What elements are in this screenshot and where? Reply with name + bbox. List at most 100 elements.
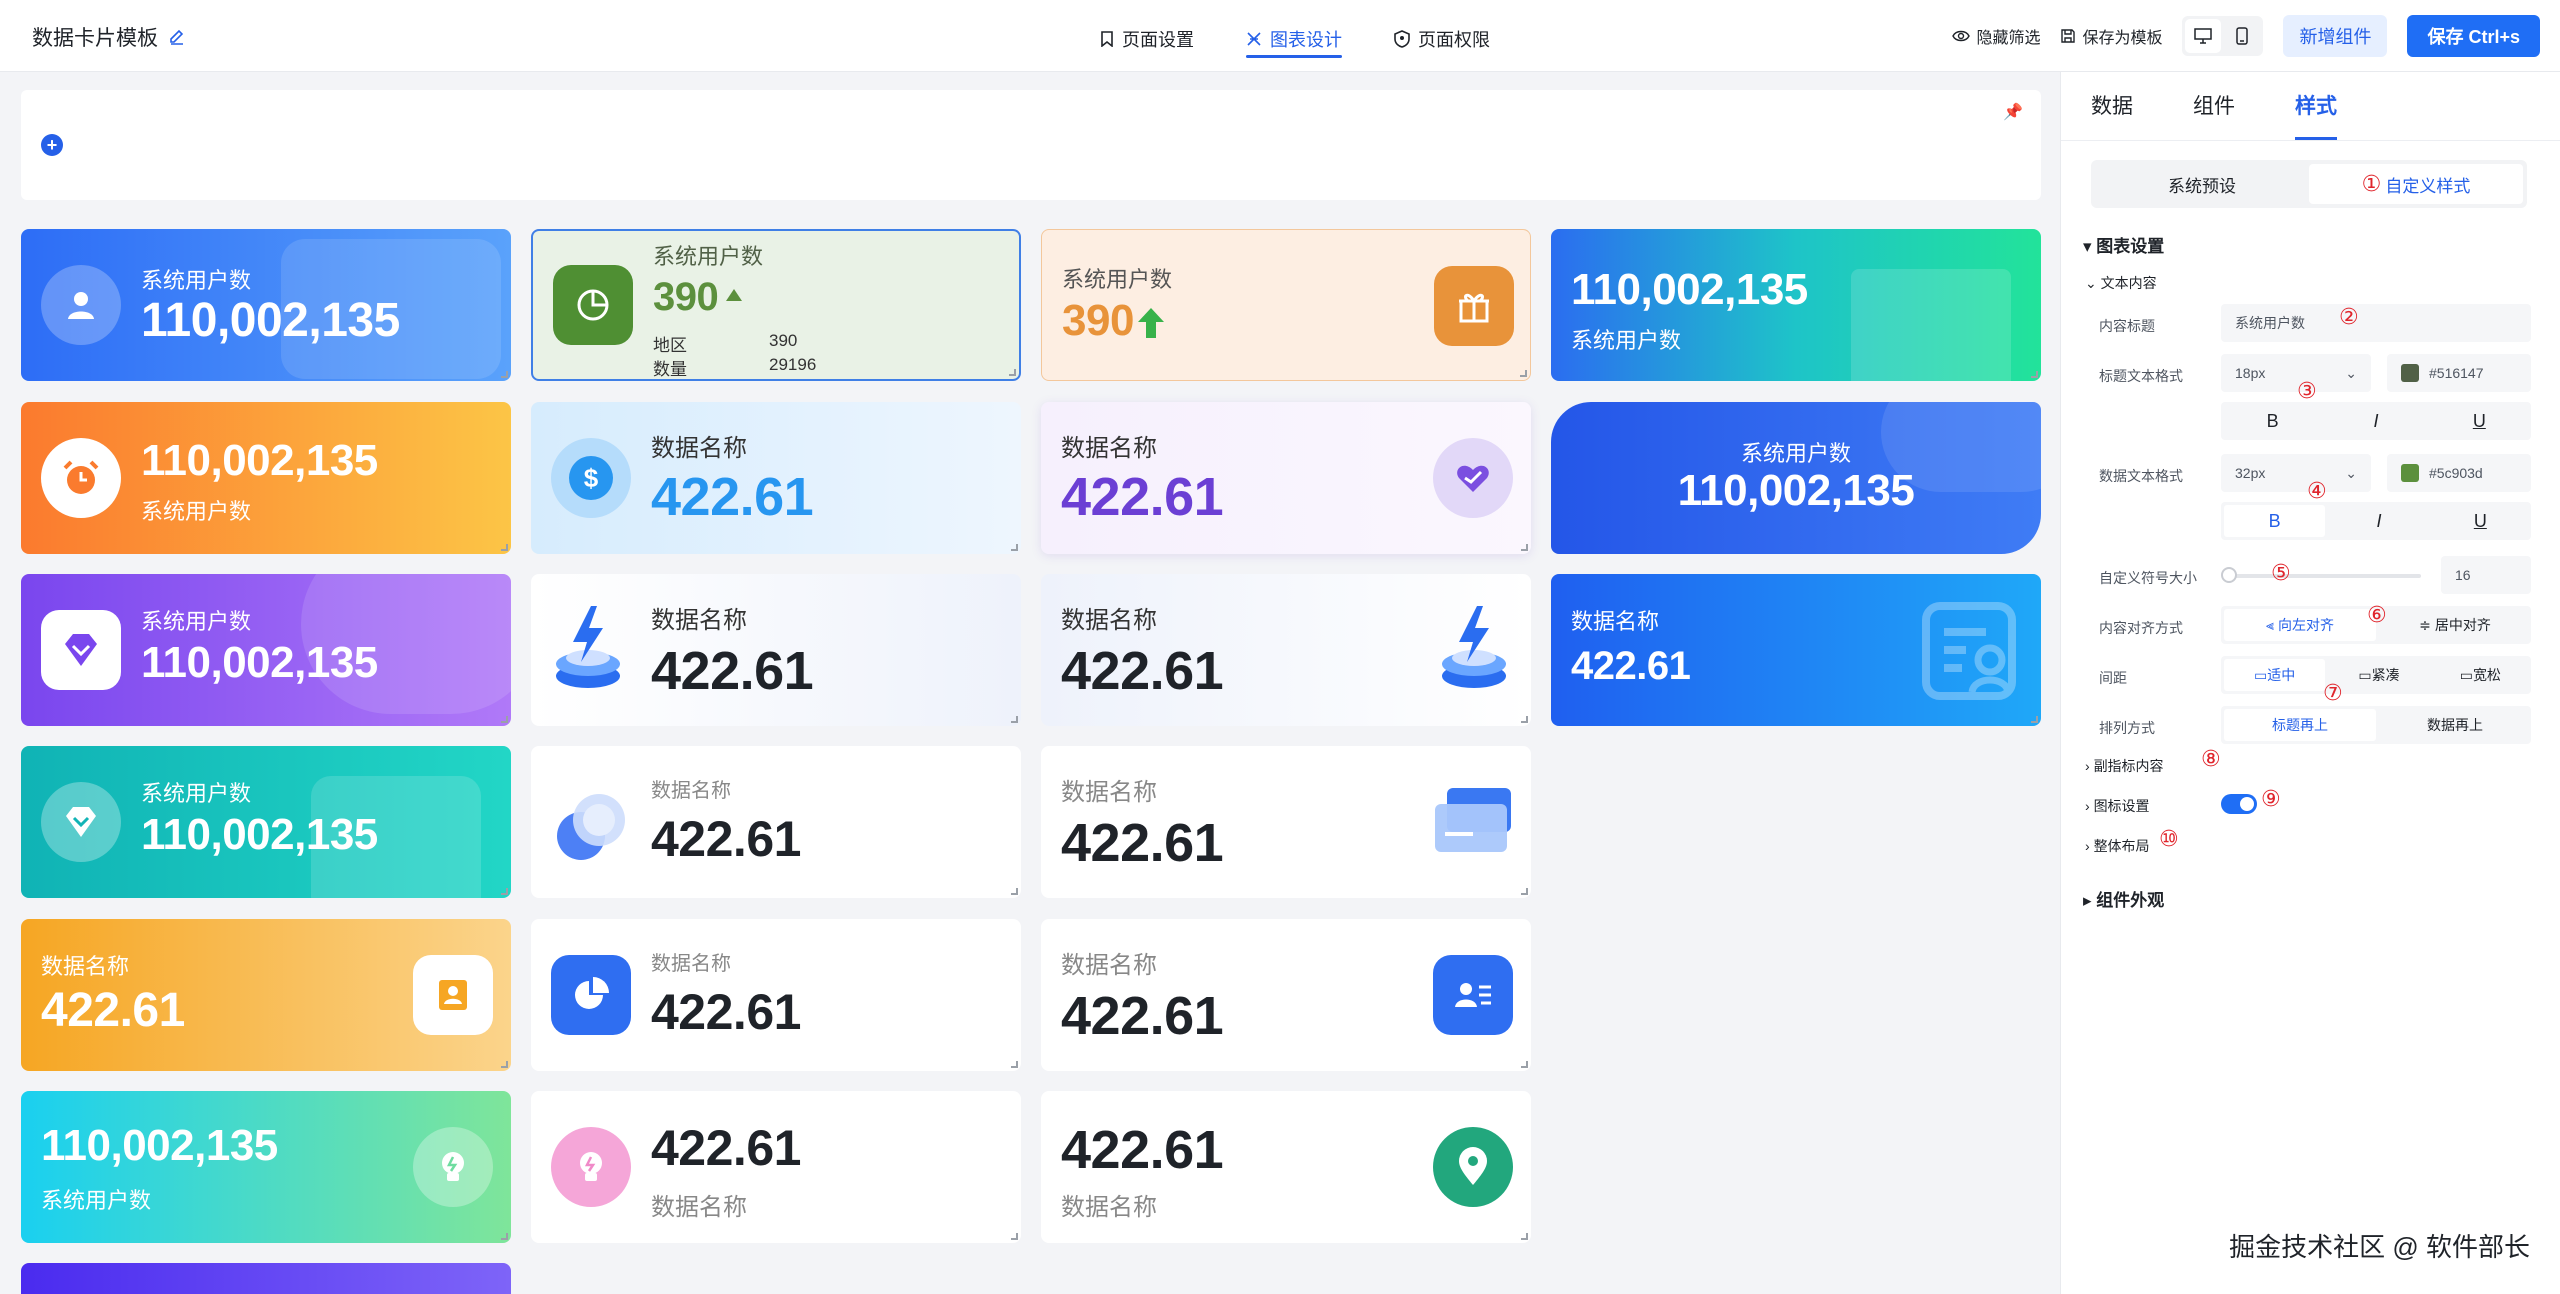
tab-style[interactable]: 样式	[2295, 90, 2337, 140]
bold-button[interactable]: B	[2224, 505, 2326, 537]
stat-card[interactable]: 422.61 数据名称	[531, 1091, 1021, 1243]
tab-page-settings[interactable]: 页面设置	[1100, 22, 1194, 56]
alarm-clock-icon	[41, 438, 121, 518]
tab-component[interactable]: 组件	[2193, 95, 2235, 118]
spacing-compact-option[interactable]: ▭ 紧凑	[2358, 666, 2400, 684]
data-size-select[interactable]: 32px ⌄	[2221, 454, 2371, 492]
resize-handle[interactable]	[1009, 369, 1016, 376]
save-button[interactable]: 保存 Ctrl+s	[2407, 15, 2540, 57]
resize-handle[interactable]	[501, 1233, 508, 1240]
stat-card[interactable]: 系统用户数 390 地区 390 数量 29196	[531, 229, 1021, 381]
add-filter-icon[interactable]: +	[41, 134, 63, 156]
stat-card[interactable]: 数据名称 422.61	[531, 919, 1021, 1071]
icon-settings-header[interactable]: › 图标设置	[2085, 798, 2150, 814]
component-appearance-header[interactable]: ▸ 组件外观	[2083, 891, 2165, 910]
card-value: 110,002,135	[141, 436, 378, 485]
stat-card[interactable]: 数据名称 422.61	[531, 746, 1021, 898]
content-title-input[interactable]: 系统用户数	[2221, 304, 2531, 342]
resize-handle[interactable]	[1521, 1061, 1528, 1068]
chart-settings-header[interactable]: ▾ 图表设置	[2083, 237, 2165, 256]
edit-icon[interactable]	[168, 28, 186, 46]
overall-layout-header[interactable]: › 整体布局	[2085, 838, 2150, 854]
resize-handle[interactable]	[1011, 544, 1018, 551]
stat-card[interactable]: 系统用户数 110,002,135	[21, 746, 511, 898]
resize-handle[interactable]	[501, 544, 508, 551]
card-value: 422.61	[651, 641, 814, 701]
resize-handle[interactable]	[501, 716, 508, 723]
stat-card[interactable]: 数据名称 422.61	[1041, 574, 1531, 726]
spacing-loose-option[interactable]: ▭ 宽松	[2459, 666, 2501, 684]
resize-handle[interactable]	[1011, 888, 1018, 895]
resize-handle[interactable]	[1011, 1061, 1018, 1068]
tab-data[interactable]: 数据	[2091, 95, 2133, 118]
sub-indicator-header[interactable]: › 副指标内容	[2085, 758, 2164, 774]
symbol-size-input[interactable]: 16	[2441, 556, 2531, 594]
stat-card[interactable]: 数据名称 422.61	[21, 919, 511, 1071]
stat-card[interactable]: 系统用户数 390	[1041, 229, 1531, 381]
italic-button[interactable]: I	[2373, 410, 2379, 431]
hide-filter-button[interactable]: 隐藏筛选	[1952, 24, 2040, 48]
resize-handle[interactable]	[1520, 370, 1527, 377]
stat-card[interactable]: 110,002,135 系统用户数	[21, 1091, 511, 1243]
stat-card[interactable]: 数据名称 422.61	[1551, 574, 2041, 726]
pin-icon[interactable]: 📌	[2003, 104, 2023, 121]
stat-card[interactable]	[21, 1263, 511, 1294]
bookmark-icon	[1101, 31, 1113, 47]
stat-card[interactable]: 系统用户数 110,002,135	[1551, 402, 2041, 554]
preset-style-option[interactable]: 系统预设	[2168, 176, 2236, 196]
resize-handle[interactable]	[501, 888, 508, 895]
resize-handle[interactable]	[501, 371, 508, 378]
stat-card[interactable]: 系统用户数 110,002,135	[21, 574, 511, 726]
text-content-header[interactable]: ⌄ 文本内容	[2085, 275, 2157, 291]
desktop-view-button[interactable]	[2185, 19, 2222, 53]
lightning-stack-icon	[1442, 606, 1506, 688]
stat-card[interactable]: 数据名称 422.61	[1041, 746, 1531, 898]
stat-card[interactable]: 110,002,135 系统用户数	[1551, 229, 2041, 381]
align-center-option[interactable]: ≑ 居中对齐	[2379, 606, 2531, 644]
stat-card[interactable]: 422.61 数据名称	[1041, 1091, 1531, 1243]
tab-chart-design[interactable]: 图表设计	[1246, 22, 1342, 58]
stat-card[interactable]: 110,002,135 系统用户数	[21, 402, 511, 554]
data-first-option[interactable]: 数据再上	[2427, 717, 2483, 733]
underline-button[interactable]: U	[2472, 410, 2486, 431]
add-component-button[interactable]: 新增组件	[2283, 15, 2388, 57]
data-color-value: #5c903d	[2429, 465, 2483, 481]
title-color-picker[interactable]: #516147	[2387, 354, 2531, 392]
resize-handle[interactable]	[2031, 716, 2038, 723]
symbol-size-slider[interactable]	[2227, 574, 2421, 578]
title-size-select[interactable]: 18px ⌄	[2221, 354, 2371, 392]
card-title: 系统用户数	[141, 609, 252, 634]
resize-handle[interactable]	[1521, 888, 1528, 895]
card-title: 系统用户数	[653, 244, 764, 269]
stat-card[interactable]: 数据名称 422.61	[1041, 919, 1531, 1071]
stat-card[interactable]: $ 数据名称 422.61	[531, 402, 1021, 554]
tab-page-permissions[interactable]: 页面权限	[1394, 22, 1490, 56]
resize-handle[interactable]	[501, 1061, 508, 1068]
align-left-option[interactable]: ⫷ 向左对齐	[2224, 609, 2376, 641]
resize-handle[interactable]	[2031, 544, 2038, 551]
bold-button[interactable]: B	[2266, 410, 2279, 431]
resize-handle[interactable]	[1011, 1233, 1018, 1240]
save-template-button[interactable]: 保存为模板	[2060, 24, 2162, 48]
resize-handle[interactable]	[1011, 716, 1018, 723]
stat-card[interactable]: 系统用户数 110,002,135	[21, 229, 511, 381]
card-title: 系统用户数	[141, 268, 252, 293]
resize-handle[interactable]	[1521, 1233, 1528, 1240]
data-color-picker[interactable]: #5c903d	[2387, 454, 2531, 492]
card-value: 422.61	[41, 984, 185, 1037]
resize-handle[interactable]	[2031, 371, 2038, 378]
location-pin-icon	[1433, 1127, 1513, 1207]
resize-handle[interactable]	[1521, 716, 1528, 723]
stat-card[interactable]: 数据名称 422.61	[531, 574, 1021, 726]
resize-handle[interactable]	[1521, 544, 1528, 551]
underline-button[interactable]: U	[2473, 510, 2487, 531]
mobile-view-button[interactable]	[2224, 19, 2260, 53]
spacing-medium-option[interactable]: ▭ 适中	[2224, 659, 2326, 691]
icon-settings-toggle[interactable]	[2221, 794, 2257, 814]
slider-handle[interactable]	[2221, 567, 2237, 583]
stat-card[interactable]: 数据名称 422.61	[1041, 402, 1531, 554]
order-label: 排列方式	[2099, 720, 2155, 736]
title-first-option[interactable]: 标题再上	[2224, 709, 2376, 741]
custom-style-option[interactable]: ① 自定义样式	[2309, 164, 2523, 204]
italic-button[interactable]: I	[2376, 510, 2382, 531]
